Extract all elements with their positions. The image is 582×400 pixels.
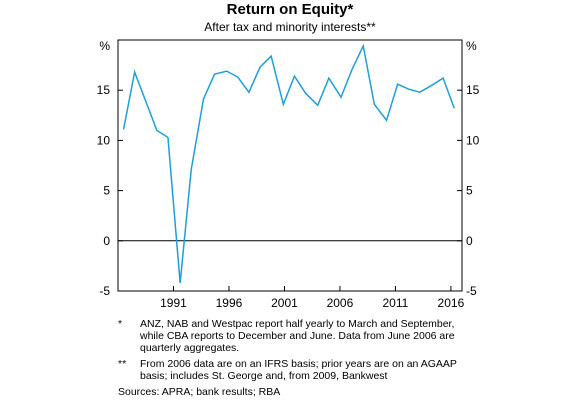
x-tick-label: 2001 bbox=[271, 296, 298, 310]
y2-tick-label: 10 bbox=[466, 133, 480, 147]
note-text: ANZ, NAB and Westpac report half yearly … bbox=[140, 318, 455, 354]
sources: Sources: APRA; bank results; RBA bbox=[118, 386, 281, 398]
y-tick-label: 15 bbox=[97, 83, 111, 97]
chart-subtitle: After tax and minority interests** bbox=[204, 20, 376, 34]
y2-tick-label: 0 bbox=[466, 234, 473, 248]
y2-tick-label: 5 bbox=[466, 184, 473, 198]
note: ** From 2006 data are on an IFRS basis; p… bbox=[118, 358, 468, 382]
plot-frame bbox=[117, 39, 463, 292]
x-tick-label: 2011 bbox=[383, 296, 409, 310]
y-unit: % bbox=[99, 39, 110, 53]
x-tick-label: 2016 bbox=[438, 296, 465, 310]
y2-tick-label: 15 bbox=[466, 83, 480, 97]
y2-tick-label: -5 bbox=[466, 284, 477, 298]
note: * ANZ, NAB and Westpac report half yearly… bbox=[118, 318, 468, 354]
x-tick-label: 1991 bbox=[160, 296, 187, 310]
notes: * ANZ, NAB and Westpac report half yearly… bbox=[118, 318, 468, 398]
chart: Return on Equity* After tax and minority… bbox=[97, 1, 480, 310]
y-tick-label: 0 bbox=[103, 234, 110, 248]
note-marker: * bbox=[118, 318, 123, 330]
y2-unit: % bbox=[466, 39, 477, 53]
x-tick-label: 1996 bbox=[216, 296, 243, 310]
y-tick-label: -5 bbox=[99, 284, 110, 298]
y-tick-label: 5 bbox=[103, 184, 110, 198]
x-tick-label: 2006 bbox=[327, 296, 354, 310]
chart-title: Return on Equity* bbox=[227, 1, 354, 18]
note-marker: ** bbox=[118, 358, 127, 370]
note-text: From 2006 data are on an IFRS basis; pri… bbox=[140, 358, 457, 382]
y-tick-label: 10 bbox=[97, 133, 111, 147]
data-line bbox=[122, 43, 455, 284]
